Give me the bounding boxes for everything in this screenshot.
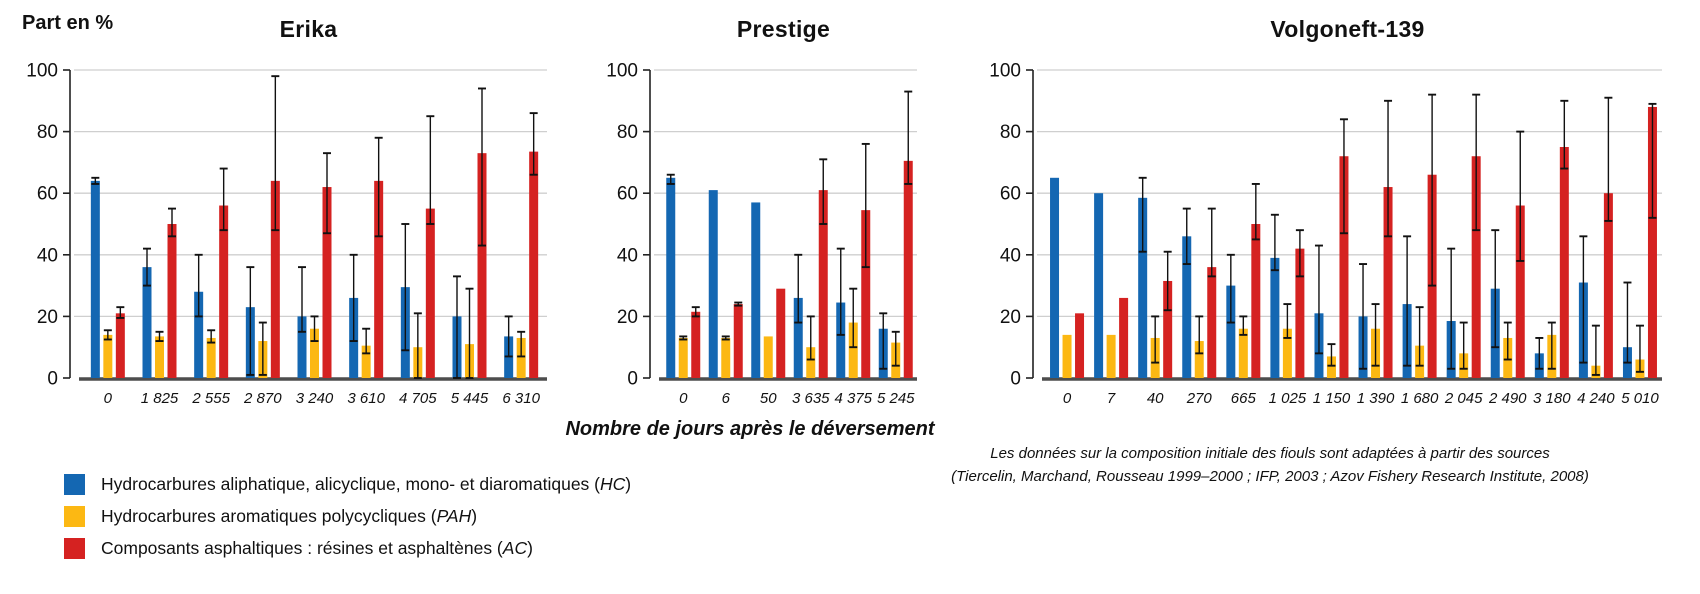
svg-text:60: 60 bbox=[1000, 184, 1021, 205]
svg-text:6: 6 bbox=[722, 390, 731, 407]
svg-text:0: 0 bbox=[1063, 390, 1072, 407]
svg-text:0: 0 bbox=[47, 369, 58, 390]
legend-label-ac: Composants asphaltiques : résines et asp… bbox=[101, 538, 533, 558]
svg-text:3 610: 3 610 bbox=[347, 390, 385, 407]
svg-text:1 390: 1 390 bbox=[1357, 390, 1395, 407]
svg-text:1 025: 1 025 bbox=[1269, 390, 1307, 407]
svg-text:40: 40 bbox=[1000, 245, 1021, 266]
svg-text:100: 100 bbox=[606, 61, 638, 82]
svg-text:5 245: 5 245 bbox=[877, 390, 915, 407]
svg-text:80: 80 bbox=[617, 122, 638, 143]
svg-text:2 490: 2 490 bbox=[1488, 390, 1527, 407]
svg-text:4 240: 4 240 bbox=[1577, 390, 1615, 407]
svg-text:40: 40 bbox=[37, 245, 58, 266]
legend-label-pah: Hydrocarbures aromatiques polycycliques … bbox=[101, 506, 478, 526]
svg-text:0: 0 bbox=[104, 390, 113, 407]
svg-text:1 825: 1 825 bbox=[141, 390, 179, 407]
svg-text:4 705: 4 705 bbox=[399, 390, 437, 407]
chart-volgoneft-139: 0 20 40 60 80 100 0 7 40 270 665 1 025 1 150 1 390 1 6… bbox=[978, 55, 1670, 420]
svg-text:20: 20 bbox=[1000, 307, 1021, 328]
svg-text:4 375: 4 375 bbox=[834, 390, 872, 407]
bar-chart-svg: 0 20 40 60 80 100 0 1 825 2 555 2 870 3 240 3 610 4 … bbox=[26, 61, 547, 407]
source-note-line-1: Les données sur la composition initiale … bbox=[990, 445, 1550, 462]
svg-text:3 240: 3 240 bbox=[296, 390, 334, 407]
chart-panel-volgoneft-139: Volgoneft-139 0 20 40 60 80 100 0 7 40 270 665 1 02… bbox=[978, 0, 1670, 430]
legend-label-hc: Hydrocarbures aliphatique, alicyclique, … bbox=[101, 474, 632, 494]
svg-text:0: 0 bbox=[1010, 369, 1021, 390]
legend-swatch-ac-red bbox=[64, 538, 85, 559]
svg-text:80: 80 bbox=[1000, 122, 1021, 143]
chart-prestige: 0 20 40 60 80 100 0 6 50 3 635 4 375 5 245 bbox=[595, 55, 925, 420]
svg-text:0: 0 bbox=[627, 369, 638, 390]
bar-chart-svg: 0 20 40 60 80 100 0 7 40 270 665 1 025 1 150 1 390 1 6… bbox=[989, 61, 1662, 407]
svg-text:0: 0 bbox=[679, 390, 688, 407]
svg-text:20: 20 bbox=[617, 307, 638, 328]
legend: Hydrocarbures aliphatique, alicyclique, … bbox=[64, 474, 631, 570]
svg-text:40: 40 bbox=[617, 245, 638, 266]
legend-item-ac: Composants asphaltiques : résines et asp… bbox=[64, 538, 631, 559]
svg-text:1 150: 1 150 bbox=[1313, 390, 1351, 407]
svg-text:3 635: 3 635 bbox=[792, 390, 830, 407]
legend-item-hc: Hydrocarbures aliphatique, alicyclique, … bbox=[64, 474, 631, 495]
svg-text:5 010: 5 010 bbox=[1621, 390, 1659, 407]
svg-text:2 045: 2 045 bbox=[1444, 390, 1483, 407]
svg-text:50: 50 bbox=[760, 390, 777, 407]
chart-title-volgoneft-139: Volgoneft-139 bbox=[1270, 16, 1425, 42]
svg-text:60: 60 bbox=[617, 184, 638, 205]
svg-text:20: 20 bbox=[37, 307, 58, 328]
chart-panel-erika: Erika 0 20 40 60 80 100 0 1 825 2 555 2 870 3 240 3… bbox=[15, 0, 555, 430]
chart-erika: 0 20 40 60 80 100 0 1 825 2 555 2 870 3 240 3 610 4 … bbox=[15, 55, 555, 420]
svg-text:2 555: 2 555 bbox=[191, 390, 230, 407]
svg-text:60: 60 bbox=[37, 184, 58, 205]
source-note: Les données sur la composition initiale … bbox=[920, 442, 1620, 489]
y-axis-title: Part en % bbox=[22, 12, 114, 34]
x-axis-title: Nombre de jours après le déversement bbox=[565, 418, 935, 440]
svg-text:665: 665 bbox=[1231, 390, 1257, 407]
svg-text:100: 100 bbox=[26, 61, 58, 82]
svg-text:40: 40 bbox=[1147, 390, 1164, 407]
chart-title-erika: Erika bbox=[279, 16, 338, 42]
svg-text:2 870: 2 870 bbox=[243, 390, 282, 407]
svg-text:80: 80 bbox=[37, 122, 58, 143]
legend-swatch-hc-blue bbox=[64, 474, 85, 495]
source-note-line-2: (Tiercelin, Marchand, Rousseau 1999–2000… bbox=[951, 468, 1589, 486]
svg-text:5 445: 5 445 bbox=[451, 390, 489, 407]
svg-text:3 180: 3 180 bbox=[1533, 390, 1571, 407]
chart-panel-prestige: Prestige 0 20 40 60 80 100 0 6 50 3 635 4 375 5 245 bbox=[595, 0, 925, 430]
svg-text:6 310: 6 310 bbox=[502, 390, 540, 407]
legend-swatch-pah-yellow bbox=[64, 506, 85, 527]
bar-chart-svg: 0 20 40 60 80 100 0 6 50 3 635 4 375 5 245 bbox=[606, 61, 917, 407]
chart-title-prestige: Prestige bbox=[736, 16, 831, 42]
svg-text:100: 100 bbox=[989, 61, 1021, 82]
svg-text:7: 7 bbox=[1107, 390, 1116, 407]
svg-text:270: 270 bbox=[1186, 390, 1213, 407]
svg-text:1 680: 1 680 bbox=[1401, 390, 1439, 407]
legend-item-pah: Hydrocarbures aromatiques polycycliques … bbox=[64, 506, 631, 527]
